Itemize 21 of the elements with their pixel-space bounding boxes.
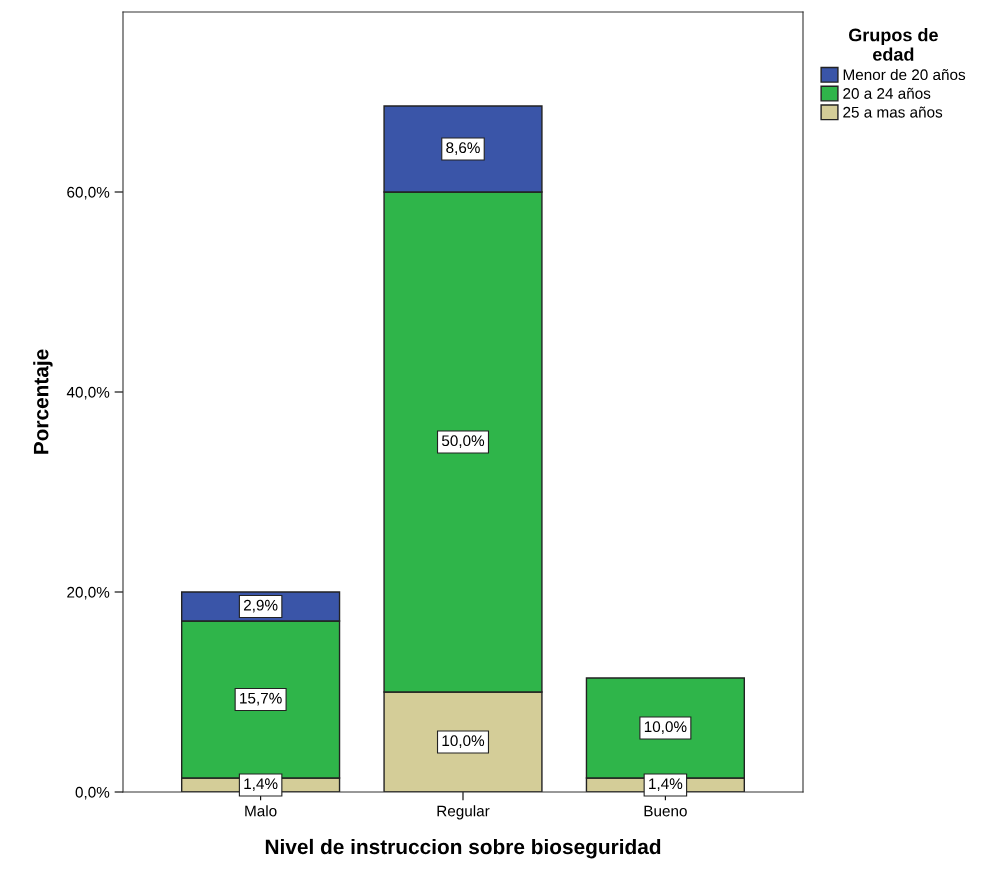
data-label: 50,0%: [441, 435, 485, 448]
legend-label: 20 a 24 años: [843, 87, 931, 99]
y-tick-label: 40,0%: [66, 386, 110, 400]
data-label: 10,0%: [442, 735, 485, 748]
y-axis-title: Porcentaje: [33, 349, 53, 454]
x-tick-label: Bueno: [644, 805, 687, 817]
data-label: 15,7%: [240, 692, 282, 706]
x-tick-label: Malo: [245, 805, 277, 817]
data-label: 1,4%: [244, 778, 278, 791]
legend-title: Grupos de edad: [848, 28, 938, 61]
data-label: 8,6%: [446, 142, 480, 155]
data-label: 2,9%: [243, 599, 278, 613]
x-axis-title: Nivel de instruccion sobre bioseguridad: [265, 838, 661, 859]
x-tick-label: Regular: [437, 805, 490, 820]
data-label: 1,4%: [649, 778, 683, 791]
y-tick-label: 20,0%: [67, 586, 110, 600]
y-tick-label: 0,0%: [75, 786, 110, 800]
legend-label: 25 a mas años: [843, 106, 943, 118]
y-tick-label: 60,0%: [67, 186, 110, 200]
legend-label: Menor de 20 años: [843, 68, 966, 81]
data-label: 10,0%: [644, 721, 687, 734]
